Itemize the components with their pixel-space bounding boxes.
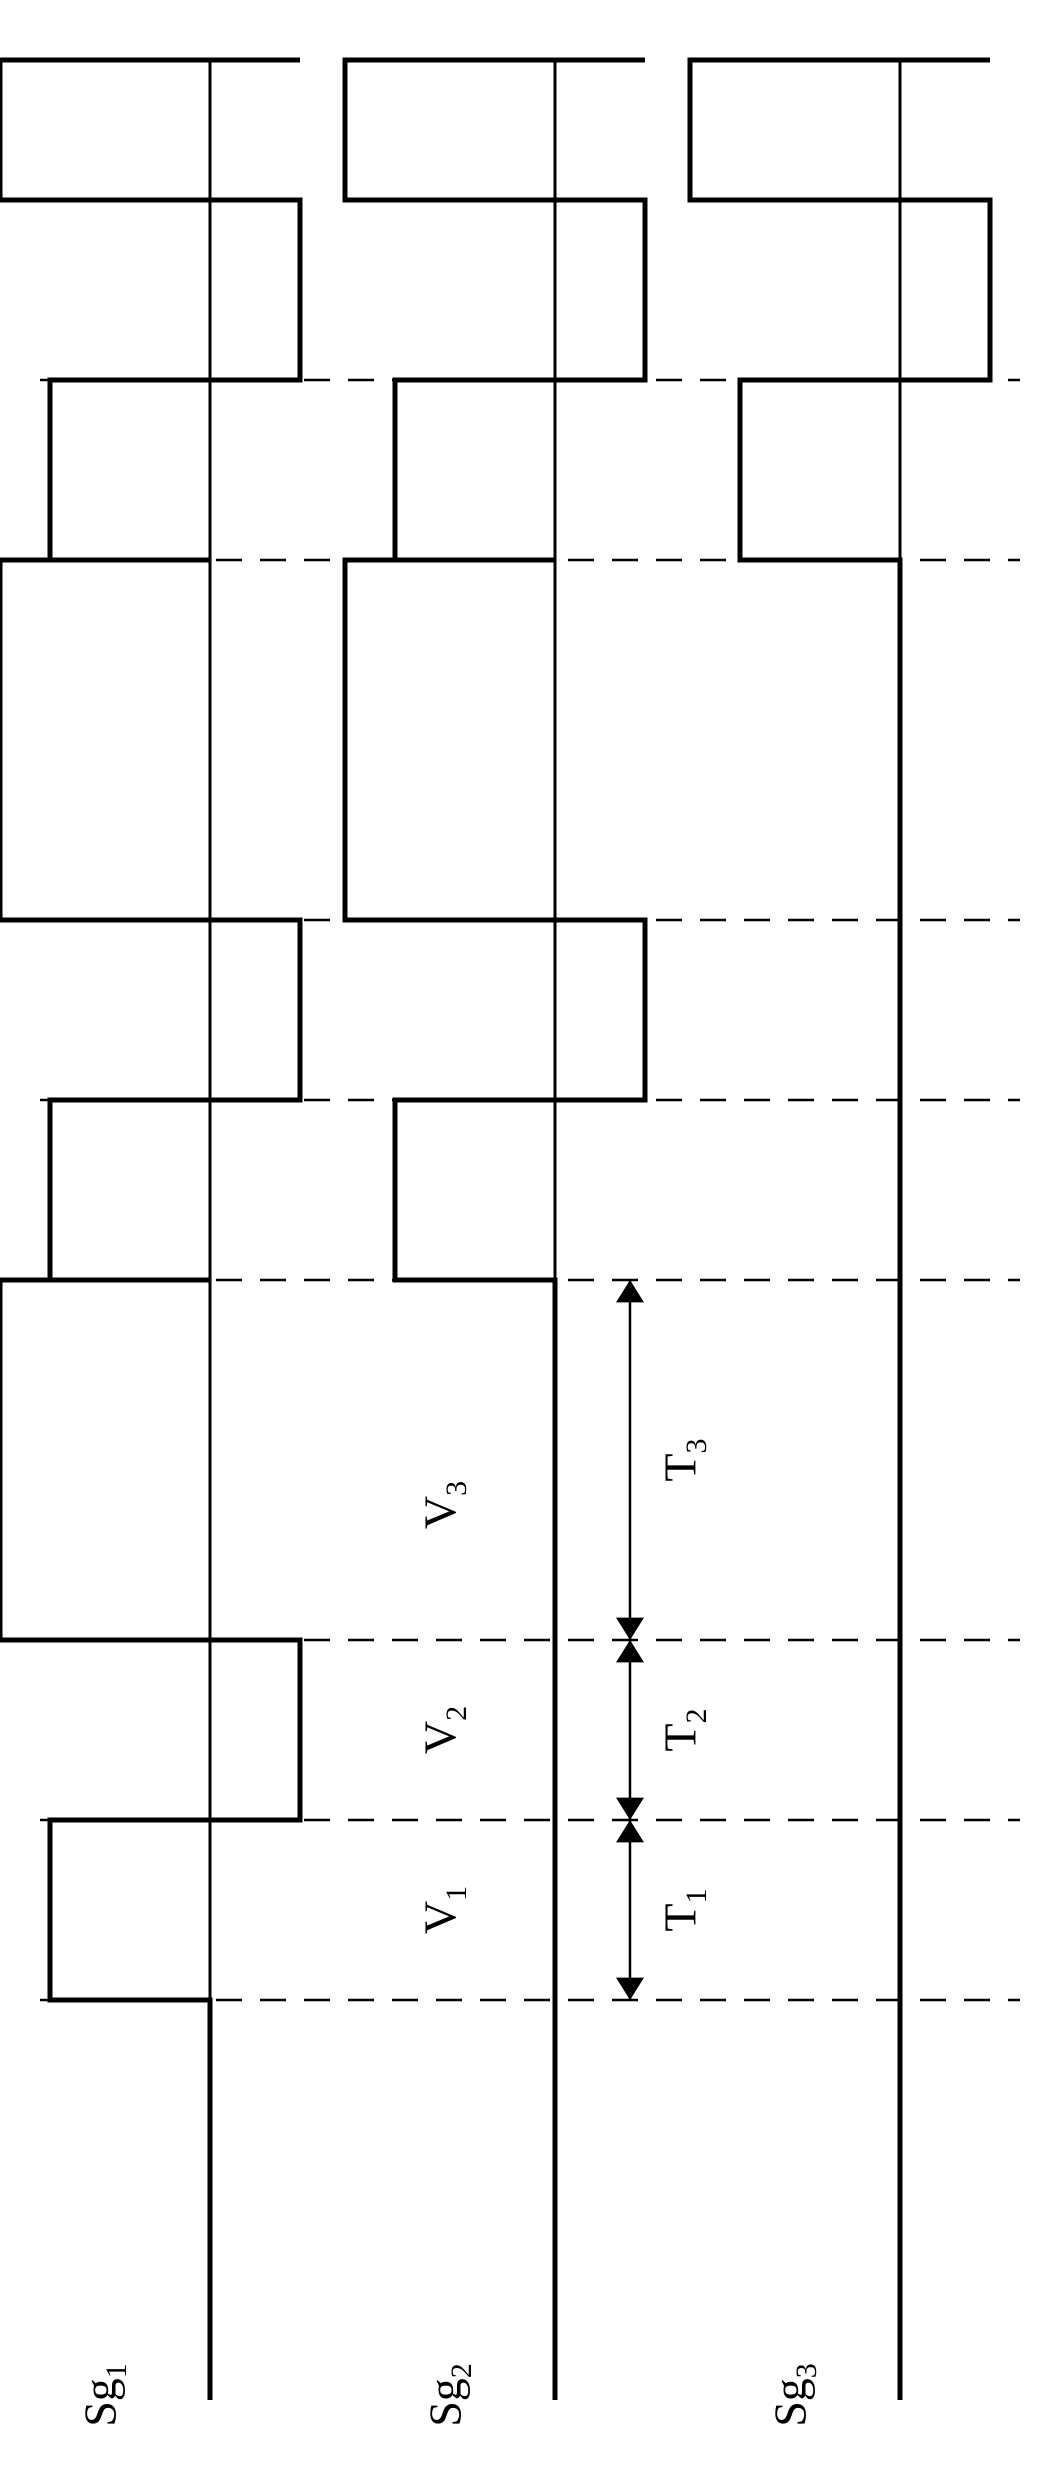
label-T1: T1 (655, 1888, 713, 1931)
label-T2: T2 (655, 1708, 713, 1751)
waveform-sg1 (0, 60, 300, 2400)
svg-text:V2: V2 (415, 1706, 473, 1754)
svg-text:V1: V1 (415, 1886, 473, 1934)
svg-text:T2: T2 (655, 1708, 713, 1751)
label-V1: V1 (415, 1886, 473, 1934)
label-T3: T3 (655, 1438, 713, 1481)
svg-text:Sg1: Sg1 (75, 2363, 133, 2427)
arrow-T2-head (616, 1798, 644, 1820)
label-V3: V3 (415, 1481, 473, 1529)
arrow-T3-head (616, 1280, 644, 1302)
arrow-T1-head (616, 1978, 644, 2000)
svg-text:Sg2: Sg2 (420, 2363, 478, 2427)
svg-text:T1: T1 (655, 1888, 713, 1931)
label-V2: V2 (415, 1706, 473, 1754)
arrow-T2-head (616, 1640, 644, 1662)
svg-text:Sg3: Sg3 (765, 2363, 823, 2427)
arrow-T1-head (616, 1820, 644, 1842)
svg-text:V3: V3 (415, 1481, 473, 1529)
waveform-sg3 (690, 60, 990, 2400)
arrow-T3-head (616, 1618, 644, 1640)
timing-diagram: Sg1 Sg2 Sg3 V1 V2 V3 T1 T2 T3 (0, 0, 1042, 2491)
label-sg3: Sg3 (765, 2363, 823, 2427)
waveform-sg2 (345, 60, 645, 2400)
svg-text:T3: T3 (655, 1438, 713, 1481)
label-sg2: Sg2 (420, 2363, 478, 2427)
label-sg1: Sg1 (75, 2363, 133, 2427)
